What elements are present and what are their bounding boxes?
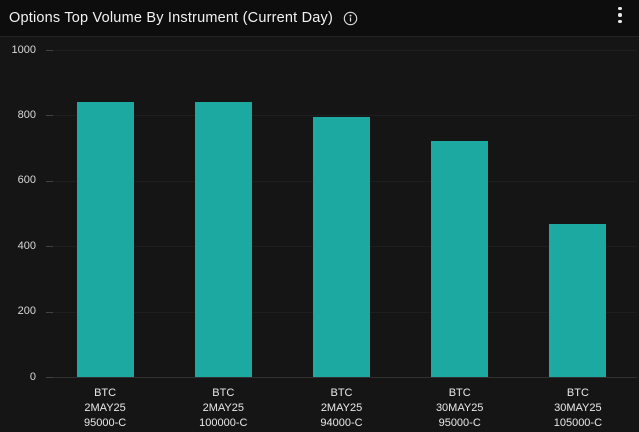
y-tick-label: 200 — [17, 305, 36, 318]
y-tick-label: 1000 — [11, 43, 36, 56]
x-tick-label-line: 2MAY25 — [202, 402, 244, 414]
y-axis-tick — [46, 115, 53, 117]
volume-bar[interactable] — [549, 223, 607, 377]
y-axis-tick — [46, 180, 53, 182]
kebab-dot — [618, 6, 622, 11]
y-axis-tick — [46, 246, 53, 248]
kebab-dot — [618, 13, 622, 17]
x-tick-label-line: BTC — [212, 387, 235, 399]
x-tick-label: BTC 2MAY25 100000-C — [164, 386, 282, 431]
x-tick-label-line: 2MAY25 — [320, 402, 363, 414]
y-tick-label: 400 — [17, 239, 36, 252]
x-tick-label-line: 100000-C — [199, 417, 248, 429]
x-tick-label-line: 95000-C — [438, 417, 481, 429]
y-tick-label: 600 — [17, 174, 36, 187]
x-tick-label-line: 105000-C — [553, 417, 603, 429]
y-tick-label: 0 — [29, 370, 36, 383]
kebab-menu-button[interactable] — [611, 3, 629, 27]
x-tick-label-line: BTC — [94, 387, 117, 399]
y-axis-tick — [46, 311, 53, 313]
x-tick-label-line: 95000-C — [83, 417, 127, 429]
y-tick-label: 800 — [17, 108, 36, 121]
x-tick-label: BTC 30MAY25 105000-C — [519, 386, 637, 431]
chart-title: Options Top Volume By Instrument (Curren… — [9, 10, 334, 26]
y-axis-tick — [46, 377, 53, 378]
volume-bar[interactable] — [431, 140, 489, 377]
info-icon[interactable] — [342, 11, 358, 27]
volume-bar[interactable] — [76, 101, 134, 377]
x-tick-label-line: BTC — [330, 387, 353, 399]
x-tick-label: BTC 30MAY25 95000-C — [401, 386, 519, 431]
x-tick-label-line: 30MAY25 — [435, 402, 484, 414]
volume-bar[interactable] — [194, 102, 252, 377]
chart-header: Options Top Volume By Instrument (Curren… — [0, 0, 639, 36]
x-tick-label-line: 2MAY25 — [84, 402, 126, 414]
y-axis-tick — [46, 50, 53, 51]
x-tick-label-line: 30MAY25 — [554, 402, 602, 414]
kebab-dot — [618, 19, 622, 24]
x-axis-line — [46, 377, 637, 378]
x-tick-label-line: BTC — [566, 387, 589, 399]
x-tick-label-line: BTC — [448, 387, 471, 399]
x-tick-label: BTC 2MAY25 94000-C — [283, 386, 401, 431]
x-tick-label-line: 94000-C — [320, 417, 363, 429]
gridline — [46, 50, 637, 51]
gridline — [46, 115, 637, 117]
x-tick-label: BTC 2MAY25 95000-C — [46, 386, 164, 431]
volume-bar[interactable] — [313, 117, 370, 377]
